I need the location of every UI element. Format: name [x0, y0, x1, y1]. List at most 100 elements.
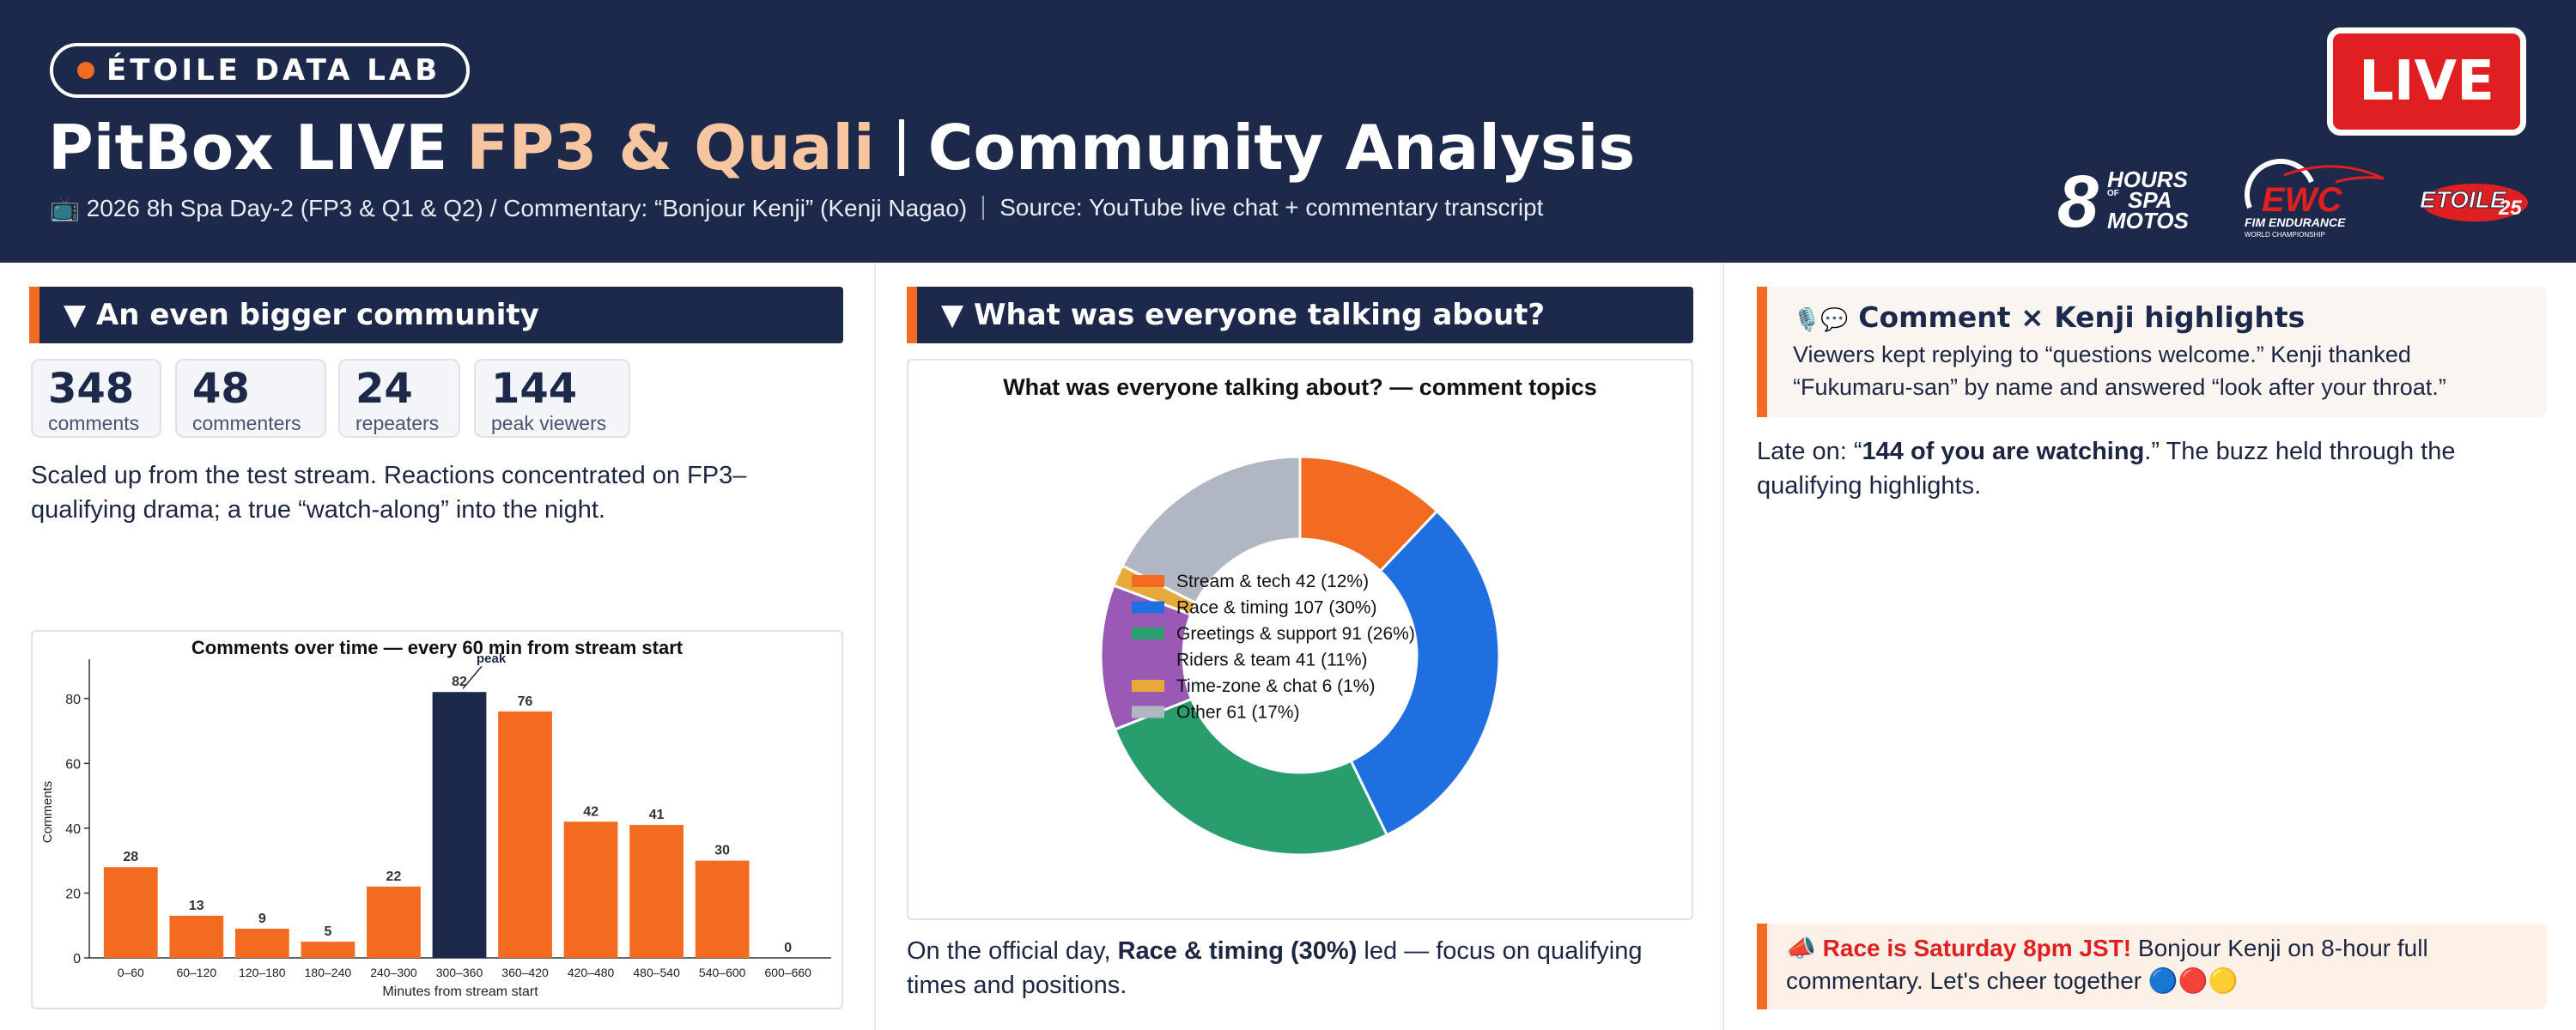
community-description: Scaled up from the test stream. Reaction…	[31, 462, 747, 524]
y-tick-label: 80	[65, 693, 81, 707]
section-heading-topics: ▼ What was everyone talking about?	[907, 287, 1693, 343]
bar-chart-title: Comments over time — every 60 min from s…	[191, 637, 683, 658]
ewc-logo: EWC FIM ENDURANCE WORLD CHAMPIONSHIP	[2245, 159, 2385, 239]
race-callout-rest: Bonjour Kenji on 8-hour full commentary.…	[1786, 935, 2428, 994]
donut-slice-2	[1113, 697, 1389, 857]
x-axis-label: Minutes from stream start	[382, 985, 538, 999]
peak-annotation-arrow	[462, 665, 483, 689]
eight-hours-line3: MOTOS	[2107, 208, 2190, 232]
column-divider-1	[874, 263, 876, 1030]
bar-540–600	[695, 860, 750, 958]
stat-value: 348	[48, 365, 135, 413]
brand-badge: ÉTOILE DATA LAB	[50, 43, 471, 98]
late-on-note: Late on: “144 of you are watching.” The …	[1757, 434, 2547, 503]
highlights-title: 🎙️💬 Comment × Kenji highlights	[1793, 300, 2305, 334]
race-callout-bold: Race is Saturday 8pm JST!	[1822, 935, 2132, 961]
legend-label: Other 61 (17%)	[1176, 703, 1300, 723]
stat-label: repeaters	[355, 412, 440, 434]
section-heading-community: ▼ An even bigger community	[29, 287, 843, 343]
highlights-body: Viewers kept replying to “questions welc…	[1793, 342, 2446, 400]
bar-value-label: 30	[714, 844, 730, 858]
stat-value: 48	[192, 365, 250, 413]
brand-name: ÉTOILE DATA LAB	[106, 53, 441, 88]
x-tick-label: 540–600	[699, 966, 746, 979]
bar-value-label: 22	[386, 869, 402, 884]
bar-value-label: 0	[784, 941, 792, 955]
y-axis-label: Comments	[40, 781, 55, 844]
legend-swatch	[1132, 680, 1164, 692]
x-tick-label: 180–240	[305, 966, 352, 979]
bar-value-label: 5	[324, 924, 331, 939]
stat-label: comments	[48, 412, 140, 434]
legend-swatch	[1132, 653, 1164, 666]
eight-hours-line1: HOURS	[2107, 167, 2189, 192]
etoile-logo: ETOILE 25	[2420, 184, 2528, 221]
title-separator	[898, 119, 904, 176]
x-tick-label: 300–360	[436, 966, 483, 979]
title-rest: Community Analysis	[927, 112, 1636, 184]
x-tick-label: 60–120	[176, 966, 216, 979]
page-title: PitBox LIVE FP3 & Quali Community Analys…	[48, 106, 1635, 189]
donut-chart-title: What was everyone talking about? — comme…	[1003, 374, 1597, 400]
late-on-prefix: Late on: “	[1757, 438, 1862, 465]
legend-label: Greetings & support 91 (26%)	[1176, 624, 1415, 644]
stat-card-repeaters: 24 repeaters	[338, 359, 460, 438]
x-tick-label: 420–480	[568, 966, 615, 979]
x-tick-label: 600–660	[764, 966, 811, 979]
stat-value: 24	[355, 365, 413, 413]
x-tick-label: 480–540	[633, 966, 680, 979]
stat-card-peak-viewers: 144 peak viewers	[474, 359, 630, 438]
ewc-mark: EWC	[2262, 181, 2342, 219]
stat-card-comments: 348 comments	[31, 359, 161, 438]
bar-value-label: 82	[452, 675, 467, 689]
topics-summary-bold: Race & timing (30%)	[1117, 937, 1358, 965]
y-tick-label: 40	[65, 822, 81, 837]
topics-summary-suffix: led — focus on qualifying times and posi…	[907, 937, 1643, 999]
legend-swatch	[1132, 575, 1164, 587]
bar-value-label: 9	[258, 912, 266, 926]
late-on-bold: 144 of you are watching	[1862, 438, 2145, 465]
legend-swatch	[1132, 627, 1164, 639]
y-tick-label: 0	[73, 952, 81, 966]
microphone-chat-icon: 🎙️💬	[1793, 307, 1849, 333]
topic-donut-chart: What was everyone talking about? — comme…	[907, 359, 1693, 920]
legend-swatch	[1132, 601, 1164, 614]
megaphone-icon: 📣	[1786, 935, 1816, 961]
bar-300–360	[432, 692, 487, 958]
legend-label: Time-zone & chat 6 (1%)	[1176, 676, 1375, 696]
bar-360–420	[498, 711, 552, 958]
bar-240–300	[367, 886, 421, 958]
late-on-suffix: .” The buzz held through the qualifying …	[1757, 438, 2456, 500]
donut-slice-1	[1349, 509, 1501, 837]
etoile-mark: ETOILE	[2420, 186, 2507, 213]
y-tick-label: 20	[65, 887, 81, 901]
etoile-number: 25	[2498, 197, 2522, 220]
page-subtitle: 📺 2026 8h Spa Day-2 (FP3 & Q1 & Q2) / Co…	[50, 191, 1543, 225]
subtitle-event: 📺 2026 8h Spa Day-2 (FP3 & Q1 & Q2) / Co…	[50, 194, 968, 221]
eight-hours-of: OF	[2107, 189, 2119, 198]
bar-value-label: 42	[583, 804, 598, 819]
legend-swatch	[1132, 706, 1164, 718]
ewc-line1: FIM ENDURANCE	[2245, 215, 2346, 229]
bar-value-label: 41	[649, 808, 665, 822]
bar-60–120	[169, 915, 224, 958]
donut-chart-svg: What was everyone talking about? — comme…	[1003, 374, 1597, 857]
race-callout-box: 📣 Race is Saturday 8pm JST! Bonjour Kenj…	[1757, 924, 2547, 1009]
topics-summary-prefix: On the official day,	[907, 937, 1118, 965]
eight-hours-line2: SPA	[2128, 187, 2172, 213]
eight-hours-big-number: 8	[2057, 165, 2099, 232]
bar-420–480	[563, 821, 618, 958]
bar-0–60	[103, 867, 158, 958]
bar-chart-svg: Comments over time — every 60 min from s…	[40, 637, 831, 999]
ewc-line2: WORLD CHAMPIONSHIP	[2245, 231, 2325, 239]
race-callout-text: 📣 Race is Saturday 8pm JST! Bonjour Kenj…	[1786, 932, 2542, 997]
legend-label: Race & timing 107 (30%)	[1176, 598, 1376, 618]
bar-180–240	[301, 942, 355, 958]
bar-value-label: 13	[189, 899, 204, 913]
title-main: PitBox LIVE	[48, 112, 448, 184]
donut-slice-5	[1121, 455, 1302, 605]
subtitle-source: Source: YouTube live chat + commentary t…	[999, 194, 1544, 221]
x-tick-label: 240–300	[370, 966, 417, 979]
x-tick-label: 120–180	[239, 966, 286, 979]
brand-dot-icon	[77, 62, 94, 79]
